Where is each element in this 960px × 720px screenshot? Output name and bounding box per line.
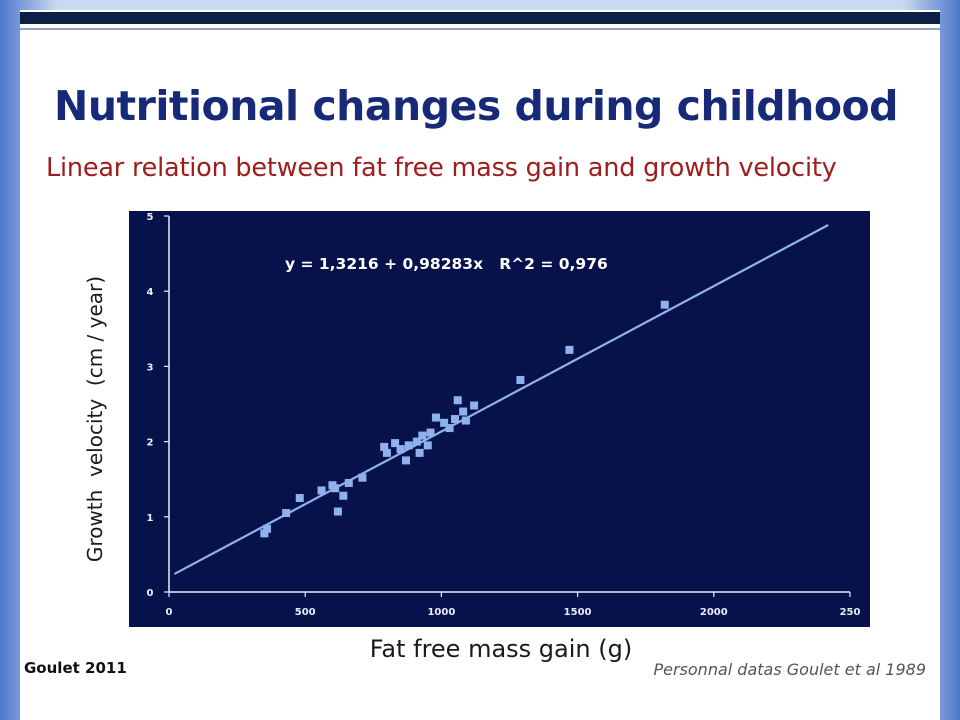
data-point	[470, 401, 479, 410]
slide-subtitle: Linear relation between fat free mass ga…	[46, 153, 837, 183]
y-ticks: 0 1 2 3 4 5	[147, 212, 169, 599]
y-tick-label: 2	[147, 438, 154, 449]
data-point	[404, 441, 413, 450]
data-point	[440, 418, 449, 427]
data-point	[339, 491, 348, 500]
y-tick-label: 5	[147, 212, 154, 223]
plot-background	[129, 211, 870, 627]
scatter-chart: 0 1 2 3 4 5 0 500 1000 1500 2000 250 y = 1,3216 + …	[83, 211, 870, 663]
y-tick-label: 3	[147, 362, 154, 373]
data-point	[391, 439, 400, 448]
data-point	[263, 524, 272, 533]
y-tick-label: 0	[147, 588, 154, 599]
data-point	[565, 345, 574, 354]
data-point	[380, 442, 389, 451]
data-point	[431, 413, 440, 422]
x-tick-label: 0	[166, 607, 173, 618]
top-bar	[20, 12, 940, 24]
data-point	[660, 300, 669, 309]
data-point	[401, 456, 410, 465]
data-point	[412, 437, 421, 446]
data-point	[295, 494, 304, 502]
data-point	[516, 375, 525, 384]
data-point	[331, 484, 340, 493]
data-point	[358, 473, 367, 482]
data-point	[445, 424, 454, 433]
data-point	[451, 415, 460, 424]
data-point	[423, 441, 432, 450]
x-tick-label: 250	[840, 607, 861, 618]
data-point	[415, 448, 424, 457]
axes	[168, 216, 850, 593]
x-ticks: 0 500 1000 1500 2000 250	[166, 592, 861, 618]
data-point	[418, 431, 427, 440]
y-axis-label: Growth velocity (cm / year)	[83, 276, 107, 562]
x-tick-label: 2000	[700, 607, 728, 618]
source-label: Goulet 2011	[24, 659, 127, 677]
data-point	[317, 486, 326, 495]
top-rule	[20, 28, 940, 30]
data-point	[461, 416, 470, 425]
regression-equation: y = 1,3216 + 0,98283x R^2 = 0,976	[285, 255, 608, 273]
citation: Personnal datas Goulet et al 1989	[653, 660, 926, 679]
data-point	[426, 428, 435, 437]
data-point	[396, 445, 405, 454]
x-tick-label: 1000	[427, 607, 455, 618]
x-tick-label: 1500	[564, 607, 592, 618]
data-point	[260, 529, 269, 538]
data-points	[260, 300, 669, 538]
x-tick-label: 500	[295, 607, 316, 618]
y-tick-label: 1	[147, 513, 154, 524]
data-point	[333, 507, 342, 516]
data-point	[382, 448, 391, 457]
data-point	[459, 407, 468, 416]
slide: Nutritional changes during childhood Lin…	[20, 10, 940, 720]
data-point	[453, 396, 462, 405]
data-point	[282, 509, 291, 518]
y-tick-label: 4	[147, 287, 154, 298]
slide-title: Nutritional changes during childhood	[54, 82, 899, 130]
data-point	[344, 478, 353, 487]
x-axis-label: Fat free mass gain (g)	[370, 635, 632, 663]
